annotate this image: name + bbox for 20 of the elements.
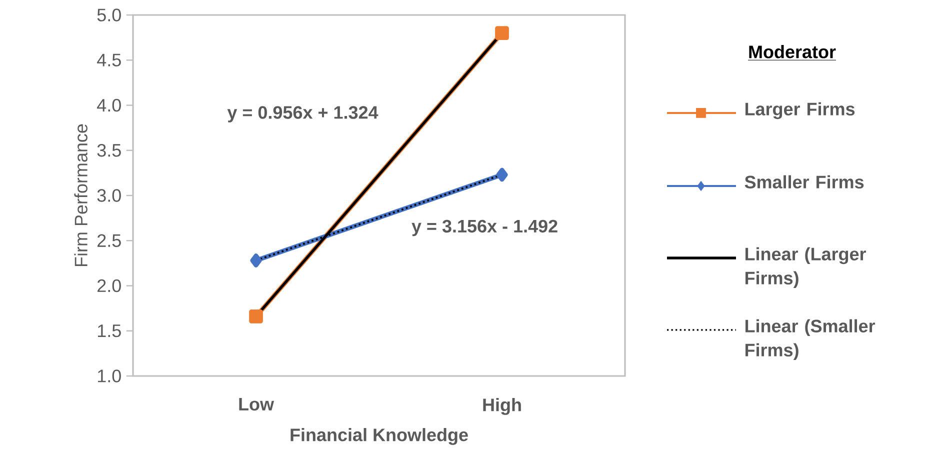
x-tick-label: Low [239, 398, 274, 411]
y-tick-label: 1.5 [98, 324, 121, 338]
y-tick-label: 2.0 [98, 279, 121, 292]
x-tick-label: High [483, 398, 521, 415]
y-tick-label: 1.0 [98, 370, 121, 382]
y-tick-label: 4.5 [97, 54, 121, 66]
legend-label: Larger Firms [745, 102, 855, 120]
legend-label: Linear (Smaller Firms) [745, 319, 876, 360]
x-axis-title: Financial Knowledge [290, 428, 468, 445]
legend-label: Linear (Larger Firms) [745, 247, 866, 288]
legend-title: Moderator [749, 45, 836, 58]
annotation: y = 3.156x - 1.492 [412, 220, 558, 236]
y-axis-title: Firm Performance [74, 124, 88, 266]
annotation: y = 0.956x + 1.324 [227, 106, 378, 122]
y-tick-label: 2.5 [98, 234, 121, 247]
y-tick-label: 5.0 [97, 8, 121, 22]
y-tick-label: 3.5 [97, 144, 121, 157]
legend-label: Smaller Firms [744, 175, 864, 188]
y-tick-label: 4.0 [97, 98, 121, 112]
y-tick-label: 3.0 [97, 189, 121, 202]
